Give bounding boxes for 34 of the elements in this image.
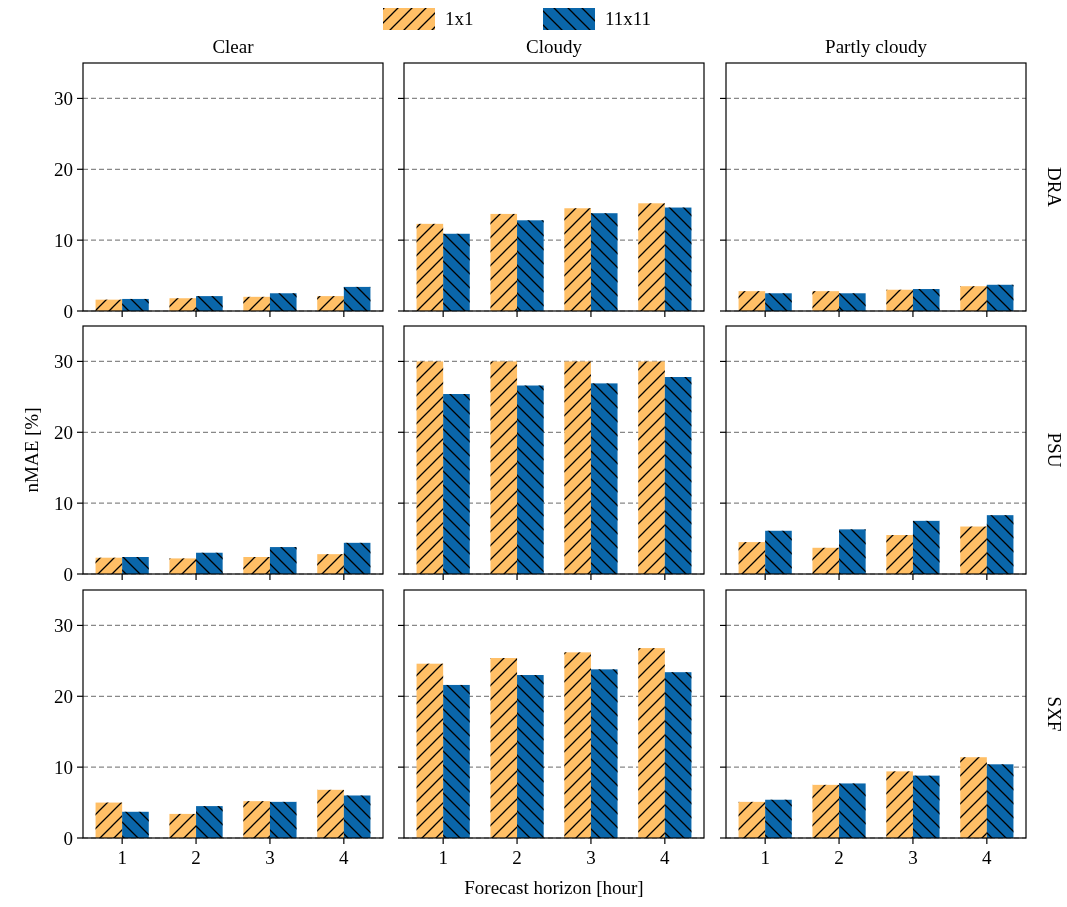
y-tick-label: 0	[63, 563, 73, 585]
y-tick-label: 30	[54, 88, 73, 110]
y-tick-label: 0	[63, 300, 73, 322]
x-tick-label: 1	[438, 847, 448, 868]
y-tick-label: 10	[54, 229, 73, 251]
chart-title: Partly cloudy	[825, 36, 928, 57]
x-tick-label: 2	[512, 847, 522, 868]
legend-label: 11x11	[605, 8, 652, 29]
y-tick-label: 0	[63, 827, 73, 849]
y-axis-title: nMAE [%]	[21, 407, 42, 493]
x-tick-label: 2	[191, 847, 201, 868]
x-tick-label: 3	[586, 847, 596, 868]
x-tick-label: 4	[660, 847, 671, 868]
x-tick-label: 2	[834, 847, 844, 868]
y-tick-label: 10	[54, 756, 73, 778]
x-tick-label: 1	[117, 847, 127, 868]
y-tick-label: 30	[54, 351, 73, 373]
chart-title: Cloudy	[526, 36, 583, 57]
y-tick-label: 20	[54, 158, 73, 180]
x-tick-label: 3	[265, 847, 275, 868]
y-tick-label: 20	[54, 685, 73, 707]
y2-axis-title: PSU	[1044, 432, 1065, 468]
y-tick-label: 30	[54, 615, 73, 637]
y2-axis-title: DRA	[1044, 166, 1065, 208]
x-axis-title: Forecast horizon [hour]	[464, 877, 644, 898]
x-tick-label: 4	[982, 847, 993, 868]
x-tick-label: 3	[908, 847, 918, 868]
y-tick-label: 10	[54, 492, 73, 514]
x-tick-label: 4	[339, 847, 350, 868]
x-tick-label: 1	[760, 847, 770, 868]
y-tick-label: 20	[54, 421, 73, 443]
chart-title: Clear	[212, 36, 255, 57]
y2-axis-title: SXF	[1044, 696, 1065, 732]
legend-label: 1x1	[445, 8, 474, 29]
